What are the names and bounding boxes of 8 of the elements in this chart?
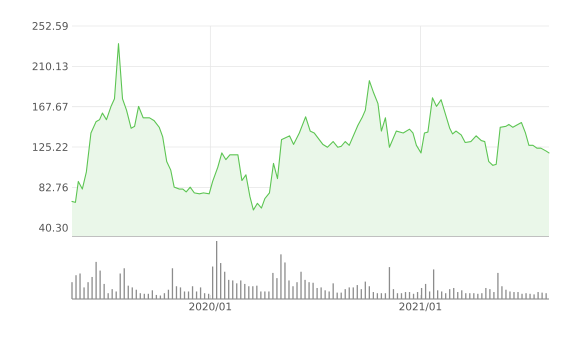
y-tick-label: 252.59 [32,22,68,30]
y-tick-label: 167.67 [33,102,68,111]
x-tick-label: 2020/01 [189,302,232,312]
x-tick-label: 2021/01 [399,302,442,312]
y-tick-label: 125.22 [33,143,68,151]
y-tick-label: 210.13 [32,62,68,70]
y-tick-label: 82.76 [39,183,68,192]
y-tick-label: 40.30 [39,224,68,232]
